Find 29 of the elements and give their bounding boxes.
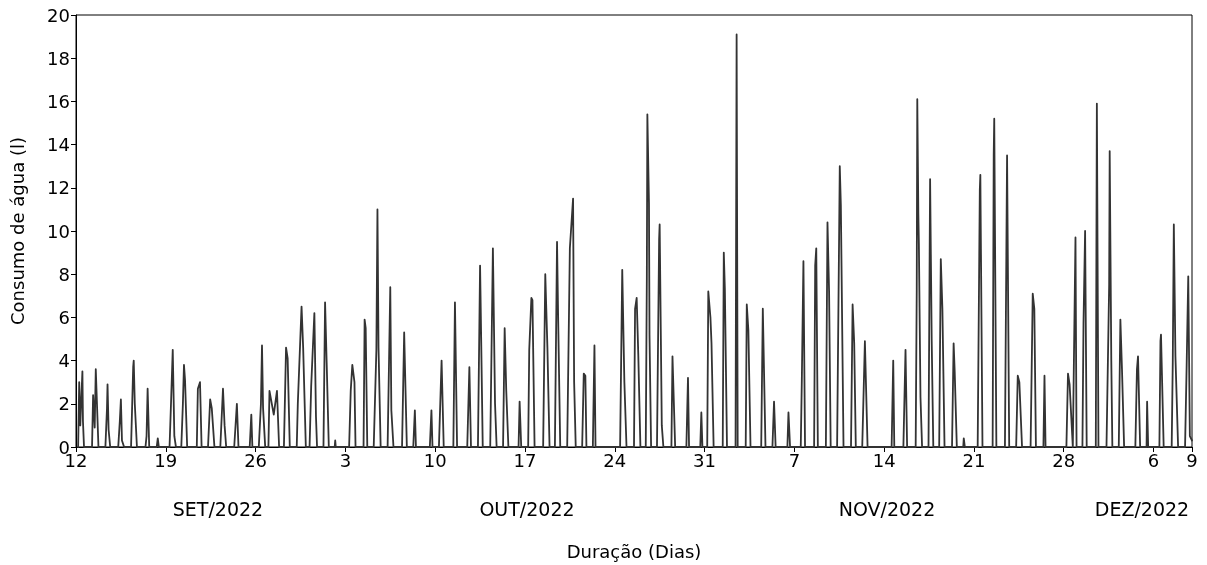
x-tick-label: 3 — [339, 449, 352, 471]
y-tick-label: 18 — [47, 47, 70, 69]
x-tick-label: 17 — [513, 449, 537, 471]
y-tick-label: 20 — [47, 4, 70, 26]
x-tick-label: 14 — [872, 449, 896, 471]
y-tick-label: 2 — [58, 393, 70, 415]
y-tick-label: 6 — [58, 306, 70, 328]
x-tick-label: 9 — [1186, 449, 1198, 471]
x-tick-label: 19 — [154, 449, 178, 471]
x-axis-title: Duração (Dias) — [566, 540, 702, 562]
x-tick-label: 26 — [244, 449, 268, 471]
y-tick-label: 12 — [47, 177, 70, 199]
x-tick-label: 24 — [603, 449, 627, 471]
x-tick-label: 10 — [423, 449, 447, 471]
x-tick-label: 7 — [788, 449, 801, 471]
x-tick-label: 21 — [962, 449, 986, 471]
x-tick-label: 28 — [1052, 449, 1076, 471]
text: DEZ/2022 — [1094, 498, 1190, 520]
y-tick-label: 8 — [58, 263, 70, 285]
y-tick-label: 10 — [47, 220, 70, 242]
x-tick-label: 6 — [1147, 449, 1160, 471]
text: OUT/2022 — [479, 498, 575, 520]
y-tick-label: 16 — [47, 90, 70, 112]
text: SET/2022 — [172, 498, 264, 520]
y-tick-label: 14 — [47, 134, 70, 156]
x-tick-label: 31 — [693, 449, 716, 471]
y-axis-title: Consumo de água (l) — [6, 137, 28, 325]
text: NOV/2022 — [838, 498, 936, 520]
y-tick-label: 4 — [58, 350, 70, 372]
